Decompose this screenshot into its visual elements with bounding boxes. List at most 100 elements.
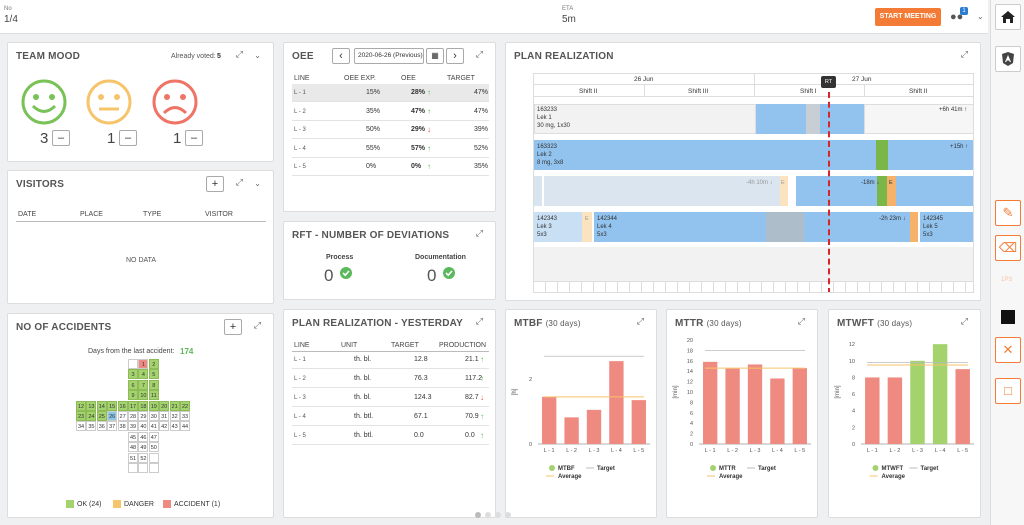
accident-day-cell[interactable]: 50 [148,442,159,453]
expand-icon[interactable]: ⤢ [960,49,968,59]
accident-day-cell[interactable]: 37 [107,421,118,432]
accident-day-cell[interactable]: 36 [96,421,107,432]
expand-icon[interactable]: ⤢ [253,320,261,330]
next-date-button[interactable]: › [446,48,464,64]
bar-L-3[interactable] [586,409,602,444]
order-bar[interactable] [896,176,973,206]
happy-face-icon[interactable] [20,78,68,126]
accident-day-cell[interactable]: 10 [138,390,149,401]
bar-L-3[interactable] [747,364,763,444]
expand-icon[interactable]: ⤢ [636,316,644,326]
accident-day-cell[interactable]: 46 [138,431,149,442]
sad-face-icon[interactable] [151,78,199,126]
accident-day-cell[interactable]: 45 [128,431,138,442]
accident-day-cell[interactable]: 40 [138,421,149,432]
accident-day-cell[interactable]: 33 [180,411,190,421]
prev-date-button[interactable]: ‹ [332,48,350,64]
accident-day-cell[interactable]: 42 [159,421,170,432]
accident-day-cell[interactable]: 35 [86,421,97,432]
accident-day-cell[interactable]: 16 [117,400,128,411]
happy-minus-button[interactable]: – [52,130,70,146]
date-input[interactable]: 2020-06-26 (Previous) [354,48,424,64]
calendar-icon[interactable]: ▦ [426,48,444,64]
order-bar[interactable] [796,176,886,206]
bar-L-5[interactable] [631,400,646,444]
accident-day-cell[interactable]: 3 [128,369,138,380]
accident-day-cell[interactable]: 32 [169,411,180,421]
bar-L-2[interactable] [564,417,579,444]
page-dot[interactable] [495,512,501,518]
order-bar[interactable] [594,212,910,242]
neutral-face-icon[interactable] [85,78,133,126]
accident-day-cell[interactable] [148,452,159,463]
bar-L-1[interactable] [703,361,718,444]
expand-icon[interactable]: ⤢ [475,228,483,238]
accident-day-cell[interactable]: 15 [107,400,118,411]
bar-L-2[interactable] [887,377,903,444]
accident-day-cell[interactable]: 24 [86,411,97,421]
accident-day-cell[interactable]: 7 [138,379,149,390]
accident-day-cell[interactable] [128,463,138,473]
bar-L-3[interactable] [910,360,925,444]
accident-day-cell[interactable]: 43 [169,421,180,432]
expand-icon[interactable]: ⤢ [960,316,968,326]
bar-L-2[interactable] [725,368,740,444]
eraser-icon[interactable]: ⌫ [995,235,1021,261]
bar-L-4[interactable] [609,361,624,444]
order-bar[interactable] [920,212,973,242]
accident-day-cell[interactable]: 19 [148,400,159,411]
sad-minus-button[interactable]: – [185,130,203,146]
accident-day-cell[interactable]: 48 [128,442,138,453]
home-icon[interactable] [995,4,1021,30]
accident-day-cell[interactable]: 13 [86,400,97,411]
order-bar[interactable] [534,212,582,242]
accident-day-cell[interactable]: 44 [180,421,190,432]
accident-day-cell[interactable]: 5 [148,369,159,380]
page-dot[interactable] [485,512,491,518]
accident-day-cell[interactable]: 8 [148,379,159,390]
angular-icon[interactable] [995,46,1021,72]
bar-L-4[interactable] [770,378,785,444]
bar-L-1[interactable] [542,396,557,444]
accident-day-cell[interactable]: 31 [159,411,170,421]
start-meeting-button[interactable]: START MEETING [875,8,941,26]
add-accident-button[interactable]: + [224,319,242,335]
accident-day-cell[interactable]: 4 [138,369,149,380]
accident-day-cell[interactable]: 28 [128,411,138,421]
accident-day-cell[interactable]: 9 [128,390,138,401]
accident-day-cell[interactable]: 11 [148,390,159,401]
order-bar[interactable] [544,176,780,206]
chevron-down-icon[interactable]: ⌄ [977,12,984,21]
color-swatch[interactable] [995,304,1021,330]
accident-day-cell[interactable]: 23 [76,411,86,421]
order-bar[interactable] [534,140,973,170]
accident-day-cell[interactable]: 17 [128,400,138,411]
accident-day-cell[interactable]: 30 [148,411,159,421]
accident-day-cell[interactable]: 39 [128,421,138,432]
people-icon[interactable]: ●● [950,11,964,23]
accident-day-cell[interactable]: 49 [138,442,149,453]
bar-L-5[interactable] [792,368,807,444]
note-icon[interactable]: □ [995,378,1021,404]
brush-icon[interactable]: ✎ [995,200,1021,226]
expand-icon[interactable]: ⤢ [235,177,243,187]
accident-day-cell[interactable]: 34 [76,421,86,432]
chevron-down-icon[interactable]: ⌄ [254,179,261,188]
accident-day-cell[interactable]: 52 [138,452,149,463]
accident-day-cell[interactable]: 29 [138,411,149,421]
close-icon[interactable]: ✕ [995,337,1021,363]
accident-day-cell[interactable]: 27 [117,411,128,421]
chevron-down-icon[interactable]: ⌄ [254,51,261,60]
accident-day-cell[interactable]: 12 [76,400,86,411]
accident-day-cell[interactable]: 14 [96,400,107,411]
accident-day-cell[interactable] [138,463,149,473]
accident-day-cell[interactable]: 41 [148,421,159,432]
accident-day-cell[interactable]: 1 [138,359,149,369]
expand-icon[interactable]: ⤢ [235,49,243,59]
page-dot[interactable] [475,512,481,518]
expand-icon[interactable]: ⤢ [475,316,483,326]
accident-day-cell[interactable]: 51 [128,452,138,463]
accident-day-cell[interactable]: 18 [138,400,149,411]
add-visitor-button[interactable]: + [206,176,224,192]
accident-day-cell[interactable]: 38 [117,421,128,432]
